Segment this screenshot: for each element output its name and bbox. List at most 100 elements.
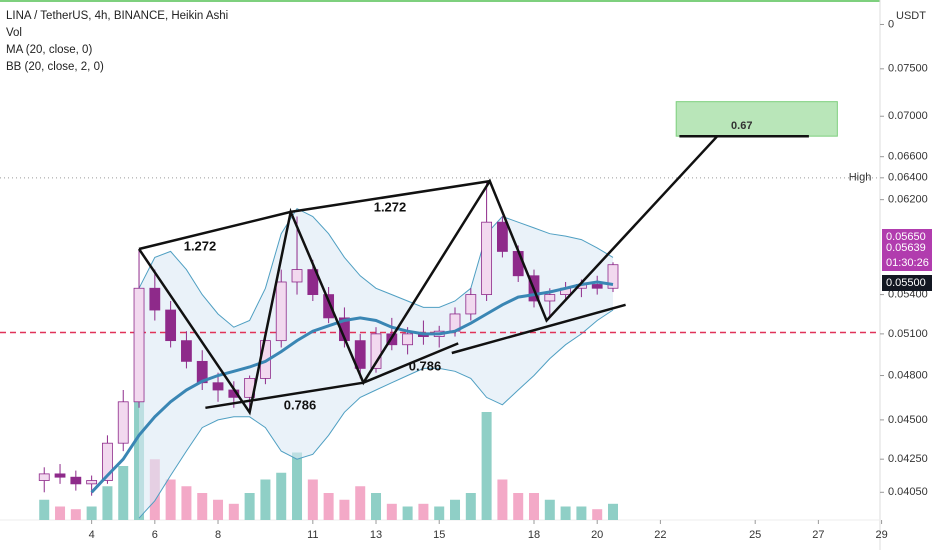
y-tick-label: 0.06600	[888, 151, 928, 163]
price-tag-bg	[882, 255, 932, 271]
volume-bar	[323, 493, 334, 520]
volume-bar	[529, 493, 540, 520]
candle-body	[86, 480, 98, 485]
pattern-line	[451, 303, 626, 355]
ratio-label: 0.786	[284, 397, 317, 412]
volume-bar	[544, 499, 555, 520]
candle-body	[512, 251, 524, 277]
volume-bar	[450, 499, 461, 520]
candle-body	[465, 294, 477, 315]
candle-body	[181, 340, 192, 362]
candle-body	[291, 269, 303, 283]
price-tag-bg	[882, 240, 932, 256]
target-box	[675, 101, 838, 137]
volume-bar	[244, 493, 255, 520]
chart-title: LINA / TetherUS, 4h, BINANCE, Heikin Ash…	[6, 10, 228, 22]
candle-body	[70, 476, 82, 485]
y-tick-label: 0.06200	[888, 194, 928, 206]
x-tick-label: 4	[89, 529, 95, 541]
bb-upper	[138, 207, 614, 328]
x-tick-label: 8	[215, 529, 221, 541]
volume-bar	[213, 499, 224, 520]
candle-body	[165, 309, 177, 342]
ratio-label: 1.272	[374, 199, 407, 214]
candle-body	[607, 264, 619, 289]
volume-bar	[276, 472, 287, 520]
candle-body	[38, 473, 50, 481]
x-tick-label: 29	[875, 529, 887, 541]
candle-body	[133, 287, 145, 403]
volume-bar	[560, 506, 571, 520]
volume-bar	[371, 493, 382, 520]
candle-body	[307, 269, 319, 295]
volume-bar	[165, 479, 176, 520]
pattern-line	[205, 342, 459, 410]
candle-body	[544, 294, 556, 302]
volume-bar	[497, 479, 508, 520]
volume-bar	[118, 466, 129, 520]
volume-bar	[434, 506, 445, 520]
y-tick-label: 0.04500	[888, 414, 928, 426]
candle-body	[497, 221, 508, 252]
volume-bar	[465, 493, 476, 520]
volume-bar	[86, 506, 97, 520]
x-tick-label: 18	[528, 529, 540, 541]
bb-lower	[138, 309, 614, 519]
ratio-label: 0.786	[409, 358, 442, 373]
y-tick-label: 0.07000	[888, 110, 928, 122]
volume-bar	[39, 499, 50, 520]
candle-body	[102, 442, 113, 481]
price-tag: 0.05500	[886, 277, 926, 289]
target-label: 0.67	[731, 120, 752, 132]
x-tick-label: 25	[749, 529, 761, 541]
y-tick-label: 0.04050	[888, 486, 928, 498]
price-tag-bg	[882, 275, 932, 291]
x-tick-label: 15	[433, 529, 445, 541]
currency: USDT	[896, 10, 926, 22]
volume-bar	[607, 503, 618, 520]
ma-line	[90, 280, 614, 494]
volume-bar	[418, 503, 429, 520]
volume-bar	[55, 506, 66, 520]
volume-bar	[386, 503, 397, 520]
x-tick-label: 20	[591, 529, 603, 541]
volume-bar	[181, 486, 192, 520]
volume-bar	[513, 493, 524, 520]
volume-bar	[402, 506, 413, 520]
candle-body	[354, 340, 366, 369]
y-tick-label: 0.05400	[888, 288, 928, 300]
price-tag: 01:30:26	[886, 257, 929, 269]
candle-body	[591, 284, 603, 289]
volume-bar	[576, 506, 587, 520]
volume-bar	[307, 479, 318, 520]
volume-bar	[339, 499, 350, 520]
y-tick-label: 0.04250	[888, 453, 928, 465]
x-tick-label: 13	[370, 529, 382, 541]
price-tag: 0.05650	[886, 231, 926, 243]
candle-body	[275, 281, 287, 342]
x-tick-label: 27	[812, 529, 824, 541]
volume-bar	[197, 493, 208, 520]
candle-body	[117, 401, 129, 444]
y-tick-label: 0.07500	[888, 63, 928, 75]
volume-bar	[292, 452, 303, 520]
volume-bar	[70, 509, 81, 520]
top-bar	[0, 0, 880, 2]
candle-body	[402, 333, 414, 346]
candle-body	[54, 473, 66, 478]
candle-body	[370, 333, 382, 369]
volume-bar	[355, 486, 366, 520]
candle-body	[212, 382, 224, 391]
legend-volume: Vol	[6, 27, 22, 39]
y-tick-label: 0.05100	[888, 328, 928, 340]
candle-body	[323, 294, 335, 319]
pattern-line	[138, 179, 490, 251]
x-tick-label: 6	[152, 529, 158, 541]
legend-bb: BB (20, close, 2, 0)	[6, 61, 104, 73]
volume-bar	[102, 486, 113, 520]
h-line-label: High	[849, 172, 872, 184]
x-tick-label: 22	[654, 529, 666, 541]
volume-bar	[481, 412, 492, 520]
candle-body	[149, 287, 161, 311]
